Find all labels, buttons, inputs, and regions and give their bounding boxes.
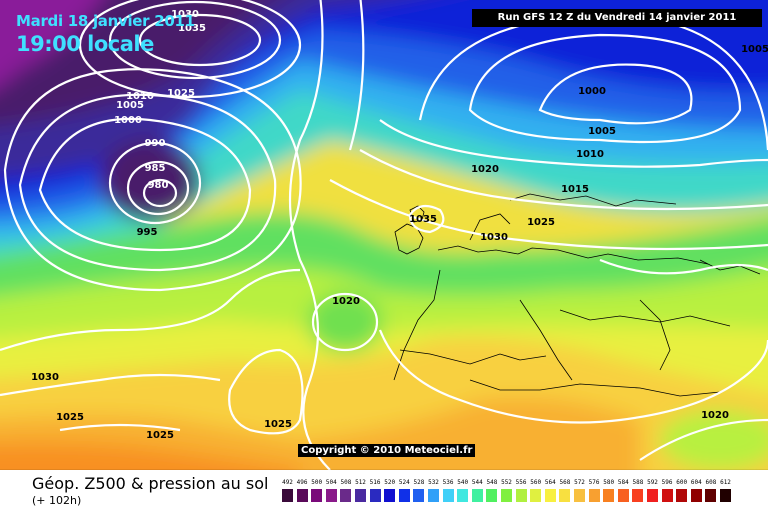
geopotential-map: 1030103510251010100510009909859809951020… (0, 0, 768, 470)
legend-label: 592 (647, 479, 658, 486)
isobar-label: 1020 (332, 296, 360, 307)
isobar-label: 1025 (56, 412, 84, 423)
legend-label: 612 (720, 479, 731, 486)
legend-swatch (588, 489, 600, 502)
legend-label: 528 (413, 479, 425, 486)
legend-swatch (325, 489, 337, 502)
legend-label: 576 (588, 479, 600, 486)
legend-swatch (457, 489, 469, 502)
legend-swatch (428, 489, 439, 502)
isobar-label: 1035 (178, 23, 206, 34)
copyright-notice: Copyright © 2010 Meteociel.fr (298, 444, 476, 457)
legend-swatch (413, 489, 425, 502)
isobar-label: 980 (148, 180, 169, 191)
legend-swatch (661, 489, 673, 502)
footer-bar: Géop. Z500 & pression au sol (+ 102h) 49… (0, 470, 768, 512)
legend-label: 544 (471, 479, 483, 486)
legend-swatch (574, 489, 585, 502)
legend-label: 520 (384, 479, 396, 486)
legend-label: 524 (398, 479, 410, 486)
legend-swatch (311, 489, 323, 502)
legend-swatch (442, 489, 454, 502)
isobar-label: 1025 (167, 88, 195, 99)
legend-swatch (617, 489, 629, 502)
isobar-label: 1025 (527, 217, 555, 228)
legend-label: 512 (355, 479, 366, 486)
pressure-labels: 1030103510251010100510009909859809951020… (31, 9, 768, 441)
legend-label: 584 (617, 479, 629, 486)
isobar-label: 1020 (471, 164, 499, 175)
isobar-label: 1005 (588, 126, 616, 137)
legend-swatch (471, 489, 483, 502)
legend-label: 568 (559, 479, 571, 486)
isobar-label: 1030 (31, 372, 59, 383)
legend-label: 608 (705, 479, 717, 486)
legend-label: 548 (486, 479, 498, 486)
legend-swatch (603, 489, 615, 502)
legend-swatch (559, 489, 571, 502)
isobar-label: 990 (145, 138, 166, 149)
legend-label: 492 (282, 479, 293, 486)
legend-label: 600 (676, 479, 688, 486)
isobar-label: 1030 (171, 9, 199, 20)
legend-label: 540 (457, 479, 469, 486)
legend-label: 556 (515, 479, 527, 486)
legend-label: 560 (530, 479, 542, 486)
legend-label: 536 (442, 479, 454, 486)
legend-swatch (705, 489, 717, 502)
isobar-label: 1020 (701, 410, 729, 421)
legend-swatch (676, 489, 688, 502)
legend-label: 588 (632, 479, 644, 486)
legend-swatch (282, 489, 293, 502)
isobar-label: 1010 (576, 149, 604, 160)
isobar-label: 1025 (264, 419, 292, 430)
isobar-label: 1005 (741, 44, 768, 55)
isobar-label: 1000 (114, 115, 142, 126)
legend-swatch (690, 489, 702, 502)
legend-label: 580 (603, 479, 615, 486)
isobar-label: 1035 (409, 214, 437, 225)
legend-label: 532 (428, 479, 439, 486)
legend-label: 496 (296, 479, 308, 486)
legend-label: 504 (325, 479, 337, 486)
isobar-label: 985 (145, 163, 166, 174)
coastlines (393, 193, 761, 397)
legend-swatch (544, 489, 556, 502)
isobars (0, 0, 768, 470)
legend-swatch (486, 489, 498, 502)
map-title: Géop. Z500 & pression au sol (32, 474, 269, 493)
forecast-date: Mardi 18 janvier 2011 (16, 12, 195, 30)
legend-swatch (355, 489, 366, 502)
legend-swatch (340, 489, 352, 502)
legend-swatch (530, 489, 542, 502)
legend-swatch (398, 489, 410, 502)
isobar-label: 1015 (561, 184, 589, 195)
legend-label: 516 (369, 479, 381, 486)
legend-swatch (369, 489, 381, 502)
legend-label: 572 (574, 479, 585, 486)
isobar-label: 1005 (116, 100, 144, 111)
legend-swatch (296, 489, 308, 502)
legend-label: 500 (311, 479, 323, 486)
legend-label: 596 (661, 479, 673, 486)
model-run-banner: Run GFS 12 Z du Vendredi 14 janvier 2011 (472, 9, 762, 27)
legend-label: 564 (544, 479, 556, 486)
legend-swatch (720, 489, 731, 502)
isobar-label: 1025 (146, 430, 174, 441)
isobar-label: 1000 (578, 86, 606, 97)
legend-label: 552 (501, 479, 512, 486)
legend-label: 508 (340, 479, 352, 486)
isobar-label: 1010 (126, 91, 154, 102)
isobar-label: 995 (137, 227, 158, 238)
legend-swatch (515, 489, 527, 502)
forecast-offset: (+ 102h) (32, 494, 82, 507)
legend-swatch (647, 489, 658, 502)
legend-label: 604 (690, 479, 702, 486)
legend-swatch (384, 489, 396, 502)
isobar-label: 1030 (480, 232, 508, 243)
legend-swatch (632, 489, 644, 502)
legend-swatch (501, 489, 512, 502)
forecast-local-time: 19:00 locale (16, 32, 154, 56)
